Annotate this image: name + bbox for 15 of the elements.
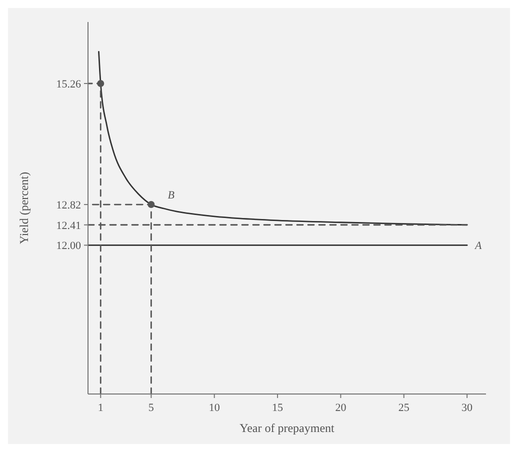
x-tick-label: 5 (148, 402, 154, 414)
x-tick-label: 15 (272, 402, 284, 414)
series-label: B (168, 189, 175, 202)
y-tick-label: 12.00 (56, 240, 82, 252)
y-tick-label: 12.82 (56, 200, 81, 212)
y-tick-label: 12.41 (56, 220, 81, 232)
y-tick-label: 15.26 (56, 78, 82, 91)
x-tick-label: 25 (398, 402, 410, 414)
x-tick-label: 20 (335, 402, 347, 414)
y-axis-title: Yield (percent) (17, 172, 31, 244)
x-axis-title: Year of prepayment (240, 421, 336, 435)
x-tick-label: 30 (462, 402, 474, 414)
series-label: A (474, 240, 482, 252)
x-tick-label: 10 (208, 402, 220, 414)
x-tick-label: 1 (98, 402, 104, 414)
